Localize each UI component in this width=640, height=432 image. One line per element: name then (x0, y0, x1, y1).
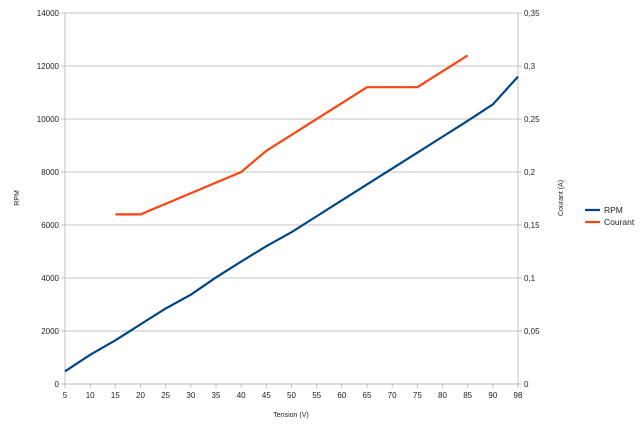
y2-tick-label: 0,25 (524, 115, 540, 124)
x-tick-label: 80 (438, 391, 447, 400)
axis-layer (61, 12, 522, 388)
x-tick-label: 70 (388, 391, 397, 400)
x-tick-label: 25 (161, 391, 170, 400)
x-tick-label: 30 (186, 391, 195, 400)
y-tick-label: 14000 (37, 9, 60, 18)
legend-label-rpm: RPM (604, 205, 623, 215)
y2-tick-label: 0,35 (524, 9, 540, 18)
y-tick-label: 0 (55, 380, 60, 389)
legend: RPM Courant (585, 205, 635, 227)
y2-tick-label: 0,1 (524, 274, 536, 283)
x-tick-label: 98 (514, 391, 523, 400)
y2-tick-label: 0 (524, 380, 529, 389)
x-tick-label: 55 (312, 391, 321, 400)
y-tick-label: 6000 (41, 221, 59, 230)
x-axis-title: Tension (V) (273, 412, 308, 419)
series-layer (64, 54, 519, 373)
x-tick-label: 40 (237, 391, 246, 400)
x-tick-label: 85 (463, 391, 472, 400)
y2-tick-label: 0,15 (524, 221, 540, 230)
x-tick-label: 50 (287, 391, 296, 400)
series-line-rpm (64, 75, 519, 373)
x-tick-label: 10 (86, 391, 95, 400)
y-tick-label: 8000 (41, 168, 59, 177)
label-layer: 0 0 2000 0,05 4000 0,1 6000 0,15 8000 0,2 10000 0,2… (37, 9, 540, 400)
y-tick-label: 4000 (41, 274, 59, 283)
y2-tick-label: 0,05 (524, 327, 540, 336)
series-line-courant (115, 54, 469, 216)
y2-tick-label: 0,2 (524, 168, 536, 177)
y-tick-label: 12000 (37, 62, 60, 71)
x-tick-label: 45 (262, 391, 271, 400)
y2-axis-title: Courant (A) (558, 180, 565, 216)
x-tick-label: 75 (413, 391, 422, 400)
x-tick-label: 60 (337, 391, 346, 400)
x-tick-label: 15 (111, 391, 120, 400)
x-tick-label: 65 (363, 391, 372, 400)
y-axis-title: RPM (14, 190, 21, 206)
y2-tick-label: 0,3 (524, 62, 536, 71)
y-tick-label: 2000 (41, 327, 59, 336)
x-tick-label: 90 (488, 391, 497, 400)
x-tick-label: 20 (136, 391, 145, 400)
x-tick-label: 5 (63, 391, 68, 400)
y-tick-label: 10000 (37, 115, 60, 124)
legend-label-courant: Courant (604, 217, 635, 227)
x-tick-label: 35 (212, 391, 221, 400)
grid-layer (65, 12, 518, 385)
